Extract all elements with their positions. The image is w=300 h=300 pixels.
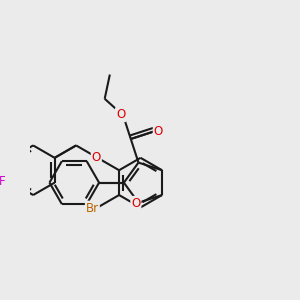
Text: Br: Br [86, 202, 99, 214]
Text: O: O [92, 151, 101, 164]
Text: O: O [116, 108, 125, 121]
Text: F: F [0, 175, 6, 188]
Text: O: O [154, 125, 163, 138]
Text: O: O [131, 197, 140, 210]
